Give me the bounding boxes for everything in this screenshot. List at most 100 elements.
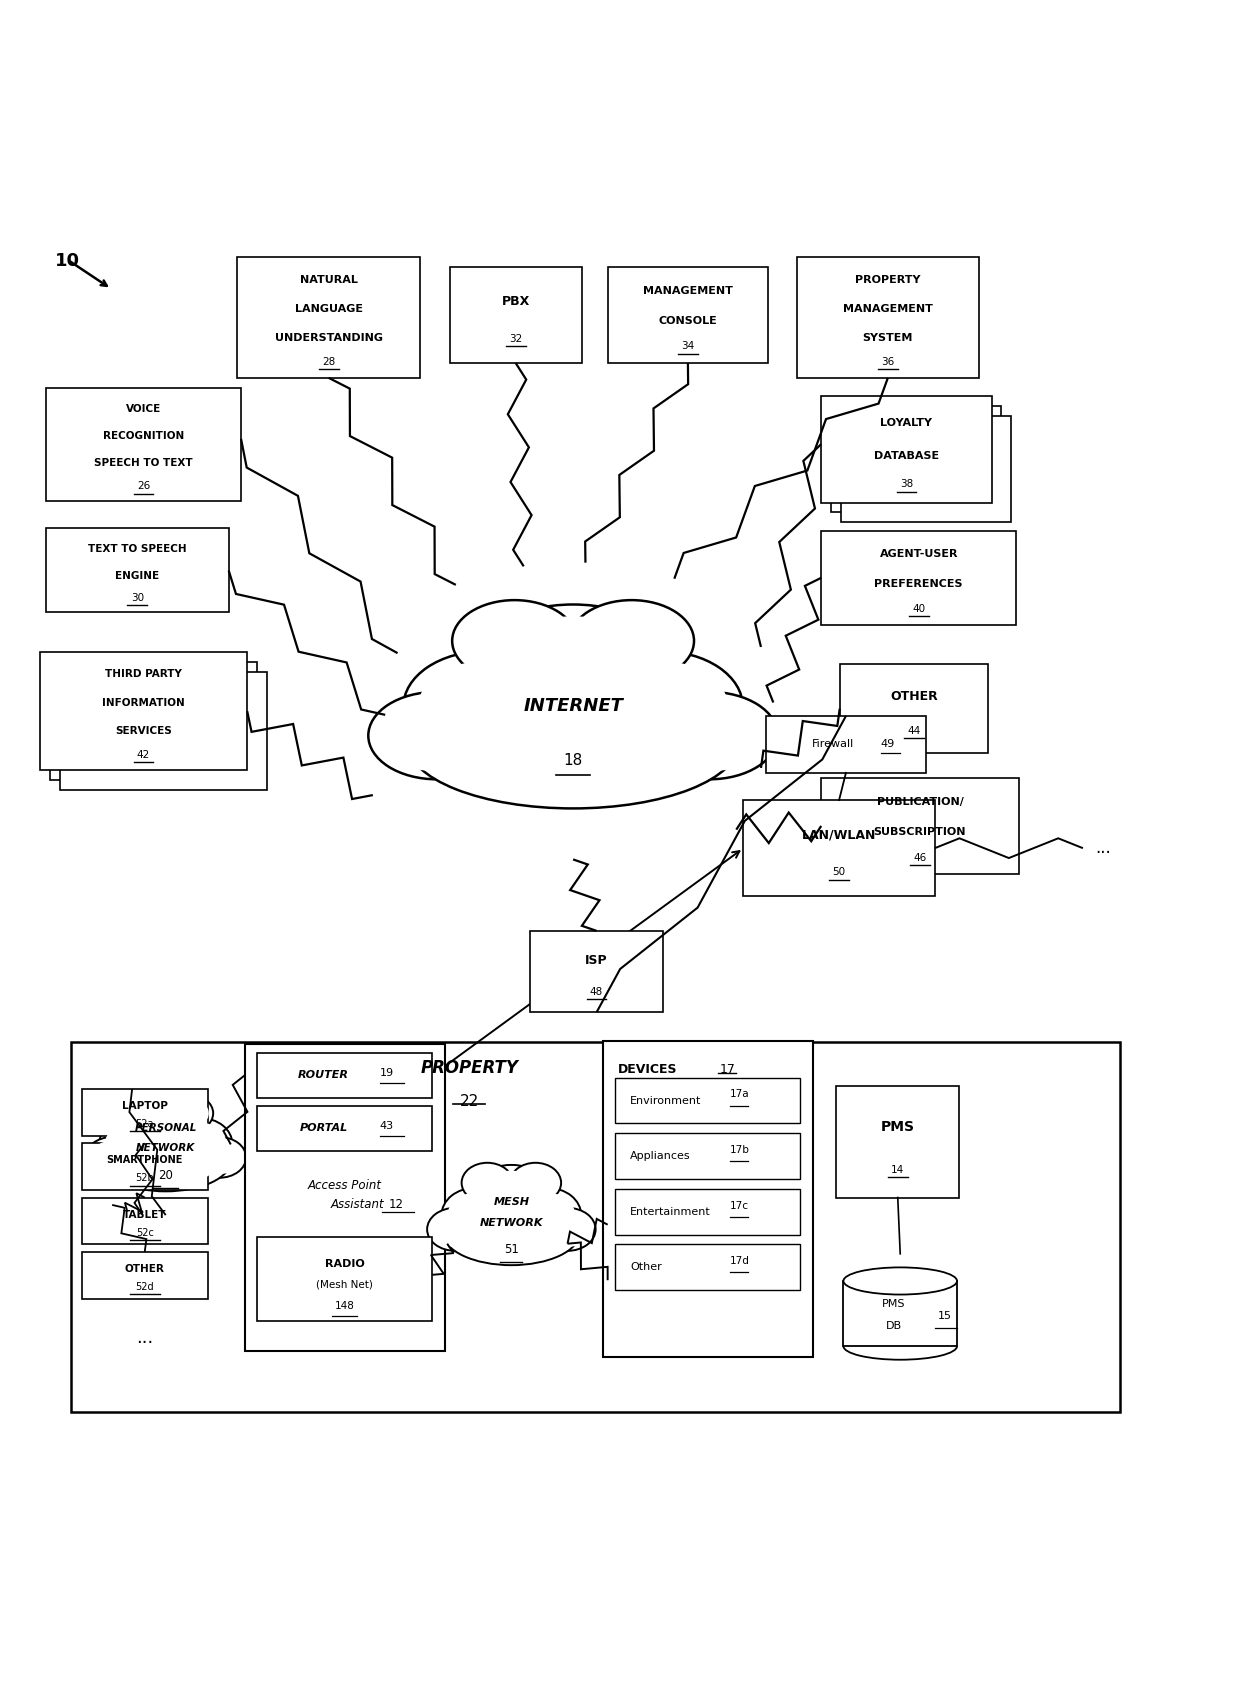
Text: ...: ... (136, 1329, 154, 1347)
FancyBboxPatch shape (237, 258, 420, 377)
Text: Other: Other (630, 1263, 662, 1273)
Text: 52b: 52b (135, 1174, 154, 1184)
FancyBboxPatch shape (836, 1086, 960, 1197)
FancyBboxPatch shape (82, 1090, 207, 1135)
Text: ISP: ISP (585, 955, 608, 967)
Ellipse shape (466, 605, 681, 736)
Text: PMS: PMS (880, 1120, 915, 1133)
Text: 30: 30 (130, 593, 144, 603)
Ellipse shape (475, 1170, 548, 1224)
Text: (Mesh Net): (Mesh Net) (316, 1280, 373, 1288)
Text: MESH: MESH (494, 1197, 529, 1207)
Text: MANAGEMENT: MANAGEMENT (644, 286, 733, 296)
Text: 17a: 17a (730, 1090, 749, 1100)
Ellipse shape (113, 1135, 219, 1186)
Text: AGENT-USER: AGENT-USER (879, 549, 959, 559)
Text: 17c: 17c (730, 1201, 749, 1211)
Text: 52c: 52c (136, 1228, 154, 1238)
Ellipse shape (448, 1192, 503, 1238)
Text: 17: 17 (720, 1063, 735, 1076)
Ellipse shape (192, 1137, 246, 1177)
Ellipse shape (124, 1096, 208, 1157)
Text: Assistant: Assistant (330, 1199, 384, 1211)
Text: PROPERTY: PROPERTY (856, 274, 920, 285)
FancyBboxPatch shape (821, 530, 1017, 625)
Text: 28: 28 (322, 357, 335, 367)
Text: 38: 38 (900, 480, 913, 490)
Text: 19: 19 (379, 1068, 394, 1078)
FancyBboxPatch shape (821, 396, 992, 502)
Text: 22: 22 (460, 1095, 479, 1108)
Text: CONSOLE: CONSOLE (658, 317, 717, 327)
Ellipse shape (100, 1130, 231, 1191)
Text: SMARTPHONE: SMARTPHONE (107, 1155, 184, 1165)
FancyBboxPatch shape (603, 1041, 812, 1357)
Ellipse shape (407, 677, 739, 808)
Ellipse shape (580, 608, 683, 674)
FancyBboxPatch shape (615, 1078, 800, 1123)
Text: 26: 26 (136, 482, 150, 492)
Ellipse shape (381, 701, 492, 771)
FancyBboxPatch shape (257, 1052, 433, 1098)
Ellipse shape (539, 1207, 595, 1251)
Text: INFORMATION: INFORMATION (102, 697, 185, 707)
Ellipse shape (594, 662, 728, 751)
FancyBboxPatch shape (46, 387, 241, 502)
Text: DB: DB (887, 1320, 903, 1330)
Ellipse shape (466, 1167, 508, 1199)
Text: LANGUAGE: LANGUAGE (295, 303, 362, 313)
Text: NETWORK: NETWORK (480, 1219, 543, 1228)
Ellipse shape (455, 1206, 567, 1260)
Ellipse shape (403, 652, 567, 761)
FancyBboxPatch shape (615, 1244, 800, 1290)
Text: NATURAL: NATURAL (300, 274, 357, 285)
FancyBboxPatch shape (60, 672, 267, 790)
Ellipse shape (485, 616, 661, 724)
Text: INTERNET: INTERNET (523, 697, 622, 716)
Ellipse shape (99, 1118, 164, 1170)
Text: SERVICES: SERVICES (115, 726, 172, 736)
FancyBboxPatch shape (46, 529, 228, 613)
Text: 17b: 17b (730, 1145, 750, 1155)
Text: OTHER: OTHER (890, 690, 937, 702)
Text: 49: 49 (880, 739, 895, 749)
Ellipse shape (118, 1095, 167, 1132)
Text: 52a: 52a (135, 1120, 154, 1128)
Ellipse shape (520, 1192, 575, 1238)
FancyBboxPatch shape (257, 1238, 433, 1320)
Text: LOYALTY: LOYALTY (880, 418, 932, 428)
Text: TEXT TO SPEECH: TEXT TO SPEECH (88, 544, 187, 554)
FancyBboxPatch shape (71, 1042, 1120, 1413)
FancyBboxPatch shape (821, 778, 1019, 874)
FancyBboxPatch shape (82, 1197, 207, 1244)
Text: 32: 32 (510, 333, 522, 344)
Ellipse shape (453, 600, 577, 682)
Text: RECOGNITION: RECOGNITION (103, 431, 184, 441)
Text: LAN/WLAN: LAN/WLAN (802, 829, 877, 842)
Text: 46: 46 (914, 852, 926, 862)
Text: NETWORK: NETWORK (136, 1143, 196, 1154)
Ellipse shape (461, 1162, 513, 1202)
Ellipse shape (438, 689, 709, 797)
Ellipse shape (169, 1118, 232, 1170)
Ellipse shape (418, 662, 553, 751)
Ellipse shape (368, 692, 505, 780)
Ellipse shape (579, 652, 743, 761)
Ellipse shape (86, 1137, 139, 1177)
Text: 15: 15 (937, 1312, 951, 1320)
FancyBboxPatch shape (244, 1044, 445, 1351)
FancyBboxPatch shape (82, 1143, 207, 1191)
Ellipse shape (464, 608, 565, 674)
Text: THIRD PARTY: THIRD PARTY (105, 670, 182, 679)
Text: PMS: PMS (883, 1298, 905, 1308)
Ellipse shape (653, 701, 765, 771)
Text: RADIO: RADIO (325, 1260, 365, 1268)
Ellipse shape (91, 1140, 134, 1174)
Ellipse shape (467, 1165, 556, 1229)
Text: ROUTER: ROUTER (298, 1071, 350, 1081)
Text: DATABASE: DATABASE (874, 451, 939, 461)
Text: PERSONAL: PERSONAL (134, 1123, 197, 1133)
FancyBboxPatch shape (615, 1189, 800, 1234)
Text: ENGINE: ENGINE (115, 571, 160, 581)
Text: 43: 43 (379, 1122, 394, 1132)
